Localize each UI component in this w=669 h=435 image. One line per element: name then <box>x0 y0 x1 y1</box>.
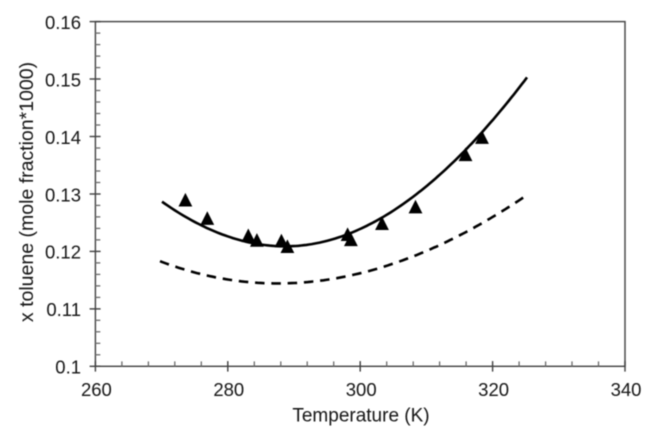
svg-text:0.14: 0.14 <box>45 127 81 148</box>
svg-text:300: 300 <box>346 379 377 400</box>
svg-text:260: 260 <box>81 379 112 400</box>
svg-text:0.13: 0.13 <box>45 184 81 205</box>
svg-text:0.15: 0.15 <box>45 69 81 90</box>
svg-text:280: 280 <box>213 379 244 400</box>
svg-text:x toluene (mole fraction*1000): x toluene (mole fraction*1000) <box>16 62 38 322</box>
svg-text:Temperature (K): Temperature (K) <box>292 405 429 426</box>
svg-text:0.1: 0.1 <box>55 357 81 378</box>
svg-text:0.16: 0.16 <box>45 12 81 33</box>
svg-text:340: 340 <box>611 379 642 400</box>
svg-text:320: 320 <box>478 379 509 400</box>
svg-text:0.12: 0.12 <box>45 242 81 263</box>
svg-text:0.11: 0.11 <box>46 299 81 320</box>
